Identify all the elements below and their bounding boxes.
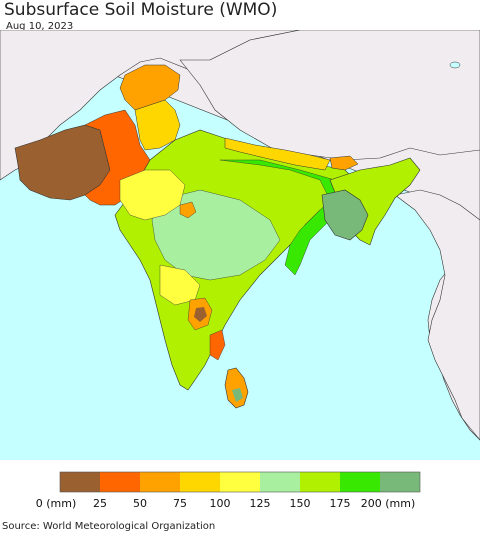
legend-label: 25 [93,497,107,510]
legend-swatch [380,472,420,492]
legend-swatch [60,472,100,492]
legend-label: 175 [329,497,351,510]
legend-border [59,471,421,493]
legend-swatch [140,472,180,492]
soil-moisture-map [0,30,480,460]
legend-label: 75 [173,497,187,510]
region-nepal [224,137,331,171]
outside-land-tibet [179,30,480,161]
legend-label: 50 [133,497,147,510]
legend [59,471,421,493]
legend-swatch [180,472,220,492]
region-tamilnadu-orange [209,329,226,361]
legend-label: 125 [249,497,271,510]
source-credit: Source: World Meteorological Organizatio… [2,521,216,532]
map-title: Subsurface Soil Moisture (WMO) [4,0,278,20]
region-mp-orange [179,201,197,219]
legend-swatch [300,472,340,492]
map-date: Aug 10, 2023 [6,21,74,32]
region-south-dry [194,307,207,322]
legend-label: 200 (mm) [360,497,416,510]
region-bhutan [329,155,359,171]
legend-swatch [100,472,140,492]
legend-swatch [260,472,300,492]
tibet-lake [449,61,461,69]
region-sri-lanka-green [232,388,243,402]
region-rajasthan-yellow [119,169,186,221]
legend-label: 100 [209,497,231,510]
region-punjab-yellow [134,99,181,151]
legend-swatch [340,472,380,492]
region-bangladesh [321,189,369,241]
legend-label: 150 [289,497,311,510]
legend-swatch [220,472,260,492]
legend-label: 0 (mm) [35,497,77,510]
outside-land-myanmar [394,189,480,441]
